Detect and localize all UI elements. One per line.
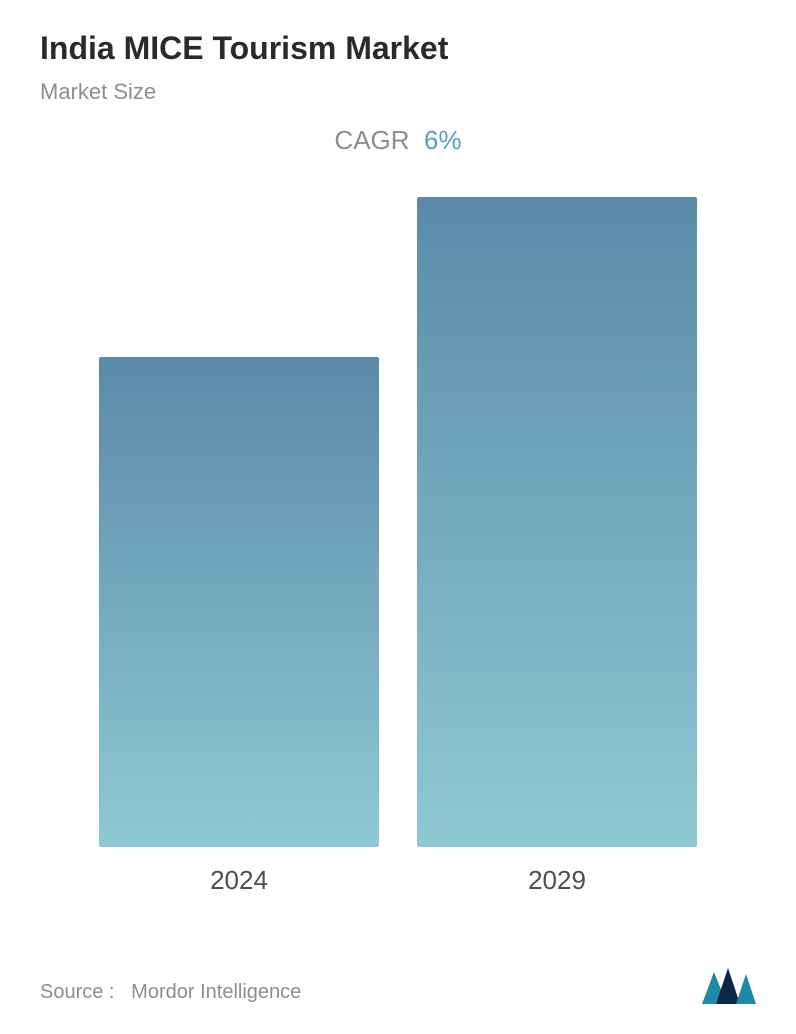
source-name: Mordor Intelligence (131, 981, 301, 1003)
chart-subtitle: Market Size (40, 79, 756, 105)
bar-label-2024: 2024 (210, 865, 268, 896)
bar-chart-area: 2024 2029 (40, 216, 756, 896)
chart-title: India MICE Tourism Market (40, 30, 756, 67)
cagr-label: CAGR (334, 125, 409, 155)
bar-group-2024: 2024 (99, 357, 379, 896)
source-text: Source : Mordor Intelligence (40, 981, 301, 1004)
bar-label-2029: 2029 (528, 865, 586, 896)
bar-group-2029: 2029 (417, 197, 697, 896)
cagr-value: 6% (424, 125, 462, 155)
bar-2029 (417, 197, 697, 847)
mordor-logo-icon (702, 964, 756, 1004)
bar-2024 (99, 357, 379, 847)
cagr-row: CAGR 6% (40, 125, 756, 156)
chart-footer: Source : Mordor Intelligence (40, 964, 756, 1004)
source-label: Source : (40, 981, 114, 1003)
